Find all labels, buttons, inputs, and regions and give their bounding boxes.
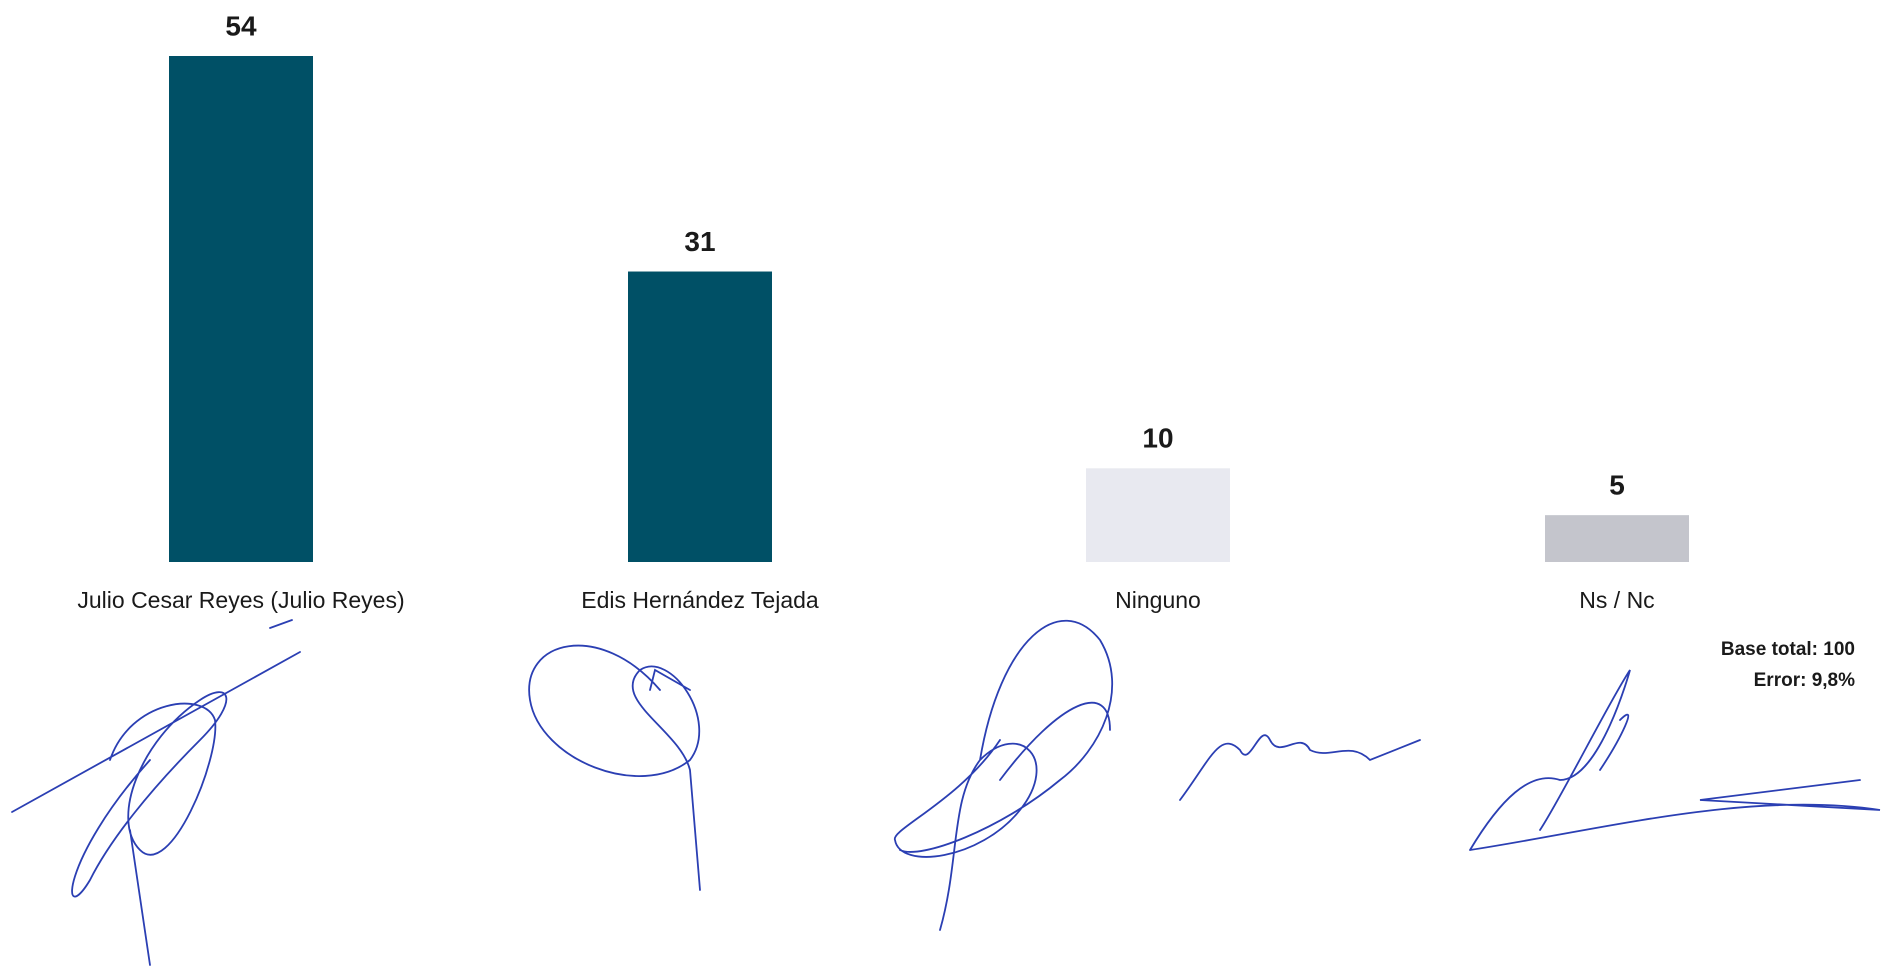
- value-label: 31: [684, 226, 715, 257]
- bar: [628, 271, 772, 562]
- bar: [1545, 515, 1689, 562]
- value-label: 5: [1609, 470, 1625, 501]
- x-tick-label: Edis Hernández Tejada: [581, 587, 819, 613]
- signature: [894, 620, 1114, 931]
- x-tick-label: Ninguno: [1115, 587, 1201, 613]
- annotation: Error: 9,8%: [1754, 670, 1855, 691]
- bar: [1086, 468, 1230, 562]
- signature: [528, 644, 701, 891]
- signatures: [11, 619, 1881, 966]
- x-tick-label: Ns / Nc: [1579, 587, 1654, 613]
- x-tick-label: Julio Cesar Reyes (Julio Reyes): [77, 587, 404, 613]
- signature: [1469, 669, 1881, 851]
- signature: [1179, 734, 1421, 801]
- value-label: 54: [225, 10, 257, 41]
- bar: [169, 56, 313, 562]
- signature: [11, 619, 301, 966]
- annotation: Base total: 100: [1721, 639, 1855, 660]
- value-label: 10: [1142, 423, 1173, 454]
